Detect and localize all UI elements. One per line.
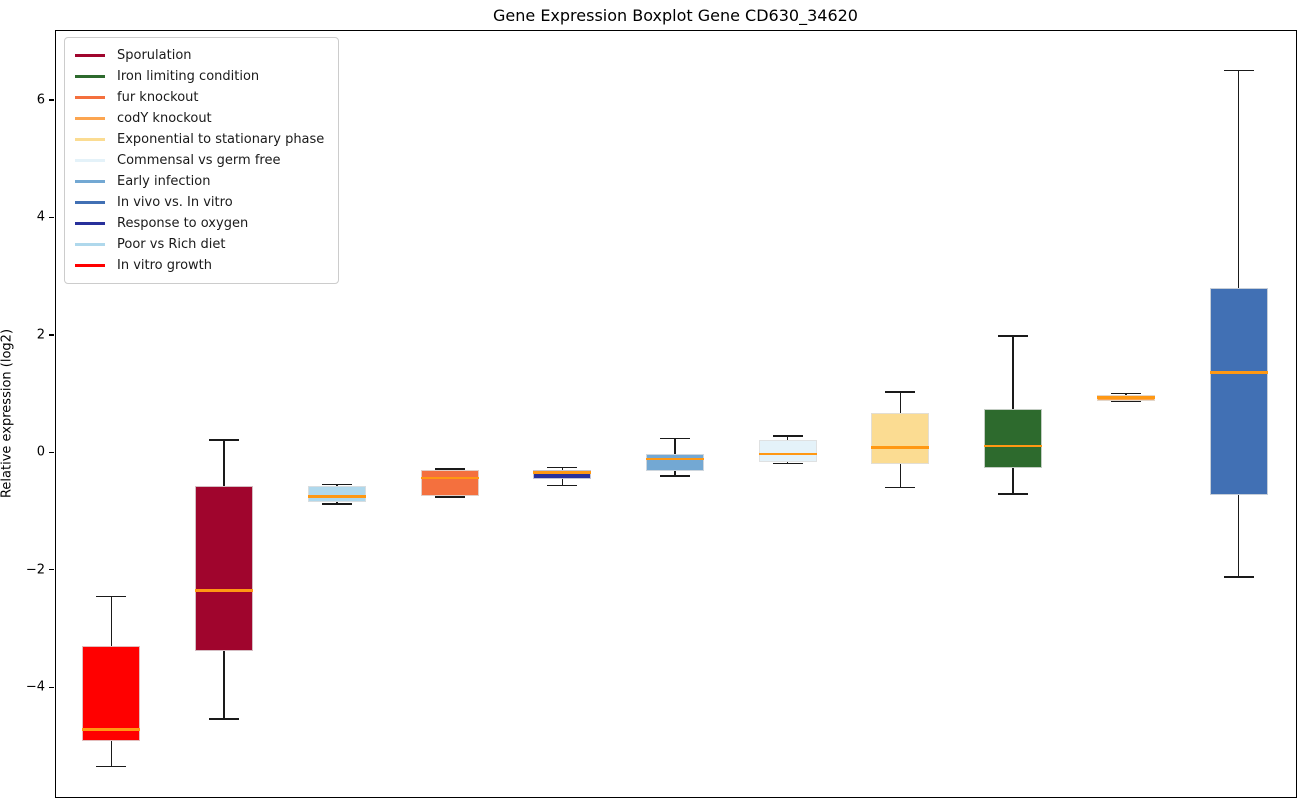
median-line: [82, 728, 141, 731]
y-tick-mark: [49, 334, 54, 336]
legend-label: Sporulation: [117, 48, 192, 63]
legend-item-in-vitro-growth: In vitro growth: [75, 255, 324, 276]
legend: Sporulation Iron limiting condition fur kn…: [64, 37, 340, 284]
whisker-cap-top: [1223, 69, 1254, 72]
y-axis-label: Relative expression (log2): [0, 328, 15, 499]
legend-item-early-infection: Early infection: [75, 171, 324, 192]
whisker-cap-bottom: [209, 718, 240, 720]
legend-item-in-vivo-vs-in-vitro: In vivo vs. In vitro: [75, 192, 324, 213]
whisker-cap-bottom: [998, 493, 1029, 495]
box: [984, 409, 1043, 468]
box: [1209, 288, 1268, 495]
legend-line-swatch: [75, 138, 105, 141]
whisker-cap-bottom: [434, 496, 465, 498]
legend-item-fur-knockout: fur knockout: [75, 87, 324, 108]
legend-line-swatch: [75, 75, 105, 78]
legend-label: Poor vs Rich diet: [117, 237, 226, 252]
box: [82, 646, 141, 742]
median-line: [984, 444, 1043, 448]
y-tick-mark: [49, 686, 54, 688]
y-tick-mark: [49, 99, 54, 101]
box: [646, 453, 704, 472]
legend-line-swatch: [75, 201, 105, 204]
box: [871, 413, 930, 465]
legend-line-swatch: [75, 264, 105, 267]
legend-label: codY knockout: [117, 111, 212, 126]
legend-label: Iron limiting condition: [117, 69, 260, 84]
y-tick-label: −2: [25, 562, 45, 578]
whisker-cap-bottom: [321, 503, 352, 505]
whisker-cap-bottom: [1110, 400, 1141, 402]
y-tick-label: −4: [25, 679, 45, 695]
whisker-cap-bottom: [547, 484, 578, 486]
legend-item-cody-knockout: codY knockout: [75, 108, 324, 129]
box: [758, 440, 817, 463]
legend-item-commensal-vs-germ-free: Commensal vs germ free: [75, 150, 324, 171]
whisker-cap-top: [1110, 392, 1141, 395]
legend-line-swatch: [75, 159, 105, 162]
legend-line-swatch: [75, 117, 105, 120]
y-tick-mark: [49, 569, 54, 571]
legend-item-sporulation: Sporulation: [75, 45, 324, 66]
box: [533, 469, 592, 480]
y-tick-label: 2: [36, 327, 45, 343]
whisker-cap-bottom: [772, 462, 803, 465]
y-tick-label: 4: [36, 209, 45, 225]
legend-label: Early infection: [117, 174, 211, 189]
whisker-cap-top: [96, 595, 127, 598]
median-line: [420, 476, 479, 480]
legend-line-swatch: [75, 222, 105, 225]
y-tick-label: 0: [36, 444, 45, 460]
y-tick-label: 6: [36, 92, 45, 108]
whisker-cap-top: [772, 435, 803, 437]
legend-item-response-to-oxygen: Response to oxygen: [75, 213, 324, 234]
median-line: [1209, 371, 1268, 374]
median-line: [871, 446, 930, 449]
whisker-cap-top: [885, 391, 916, 393]
legend-label: Commensal vs germ free: [117, 153, 281, 168]
legend-label: Response to oxygen: [117, 216, 249, 231]
median-line: [533, 471, 592, 474]
whisker-cap-bottom: [96, 765, 127, 768]
whisker-cap-top: [998, 335, 1029, 337]
legend-label: In vivo vs. In vitro: [117, 195, 233, 210]
whisker-cap-top: [209, 439, 240, 441]
legend-line-swatch: [75, 54, 105, 57]
legend-item-exponential-to-stationary-phase: Exponential to stationary phase: [75, 129, 324, 150]
whisker-cap-bottom: [660, 475, 690, 477]
legend-label: fur knockout: [117, 90, 199, 105]
legend-label: In vitro growth: [117, 258, 212, 273]
whisker-cap-bottom: [1223, 576, 1254, 578]
median-line: [646, 457, 704, 461]
box: [307, 486, 366, 503]
legend-item-poor-vs-rich-diet: Poor vs Rich diet: [75, 234, 324, 255]
legend-item-iron-limiting-condition: Iron limiting condition: [75, 66, 324, 87]
chart-title: Gene Expression Boxplot Gene CD630_34620: [493, 6, 858, 25]
median-line: [307, 495, 366, 498]
whisker-cap-bottom: [885, 486, 916, 489]
y-tick-mark: [49, 451, 54, 453]
legend-line-swatch: [75, 243, 105, 246]
whisker-cap-top: [434, 468, 465, 470]
whisker-cap-top: [660, 437, 690, 439]
box: [195, 485, 254, 651]
legend-line-swatch: [75, 180, 105, 183]
legend-label: Exponential to stationary phase: [117, 132, 325, 147]
whisker-cap-top: [547, 466, 578, 469]
legend-line-swatch: [75, 96, 105, 99]
y-tick-mark: [49, 216, 54, 219]
median-line: [195, 589, 254, 592]
whisker-cap-top: [321, 483, 352, 486]
median-line: [758, 452, 817, 456]
box: [420, 469, 479, 496]
median-line: [1096, 396, 1155, 399]
